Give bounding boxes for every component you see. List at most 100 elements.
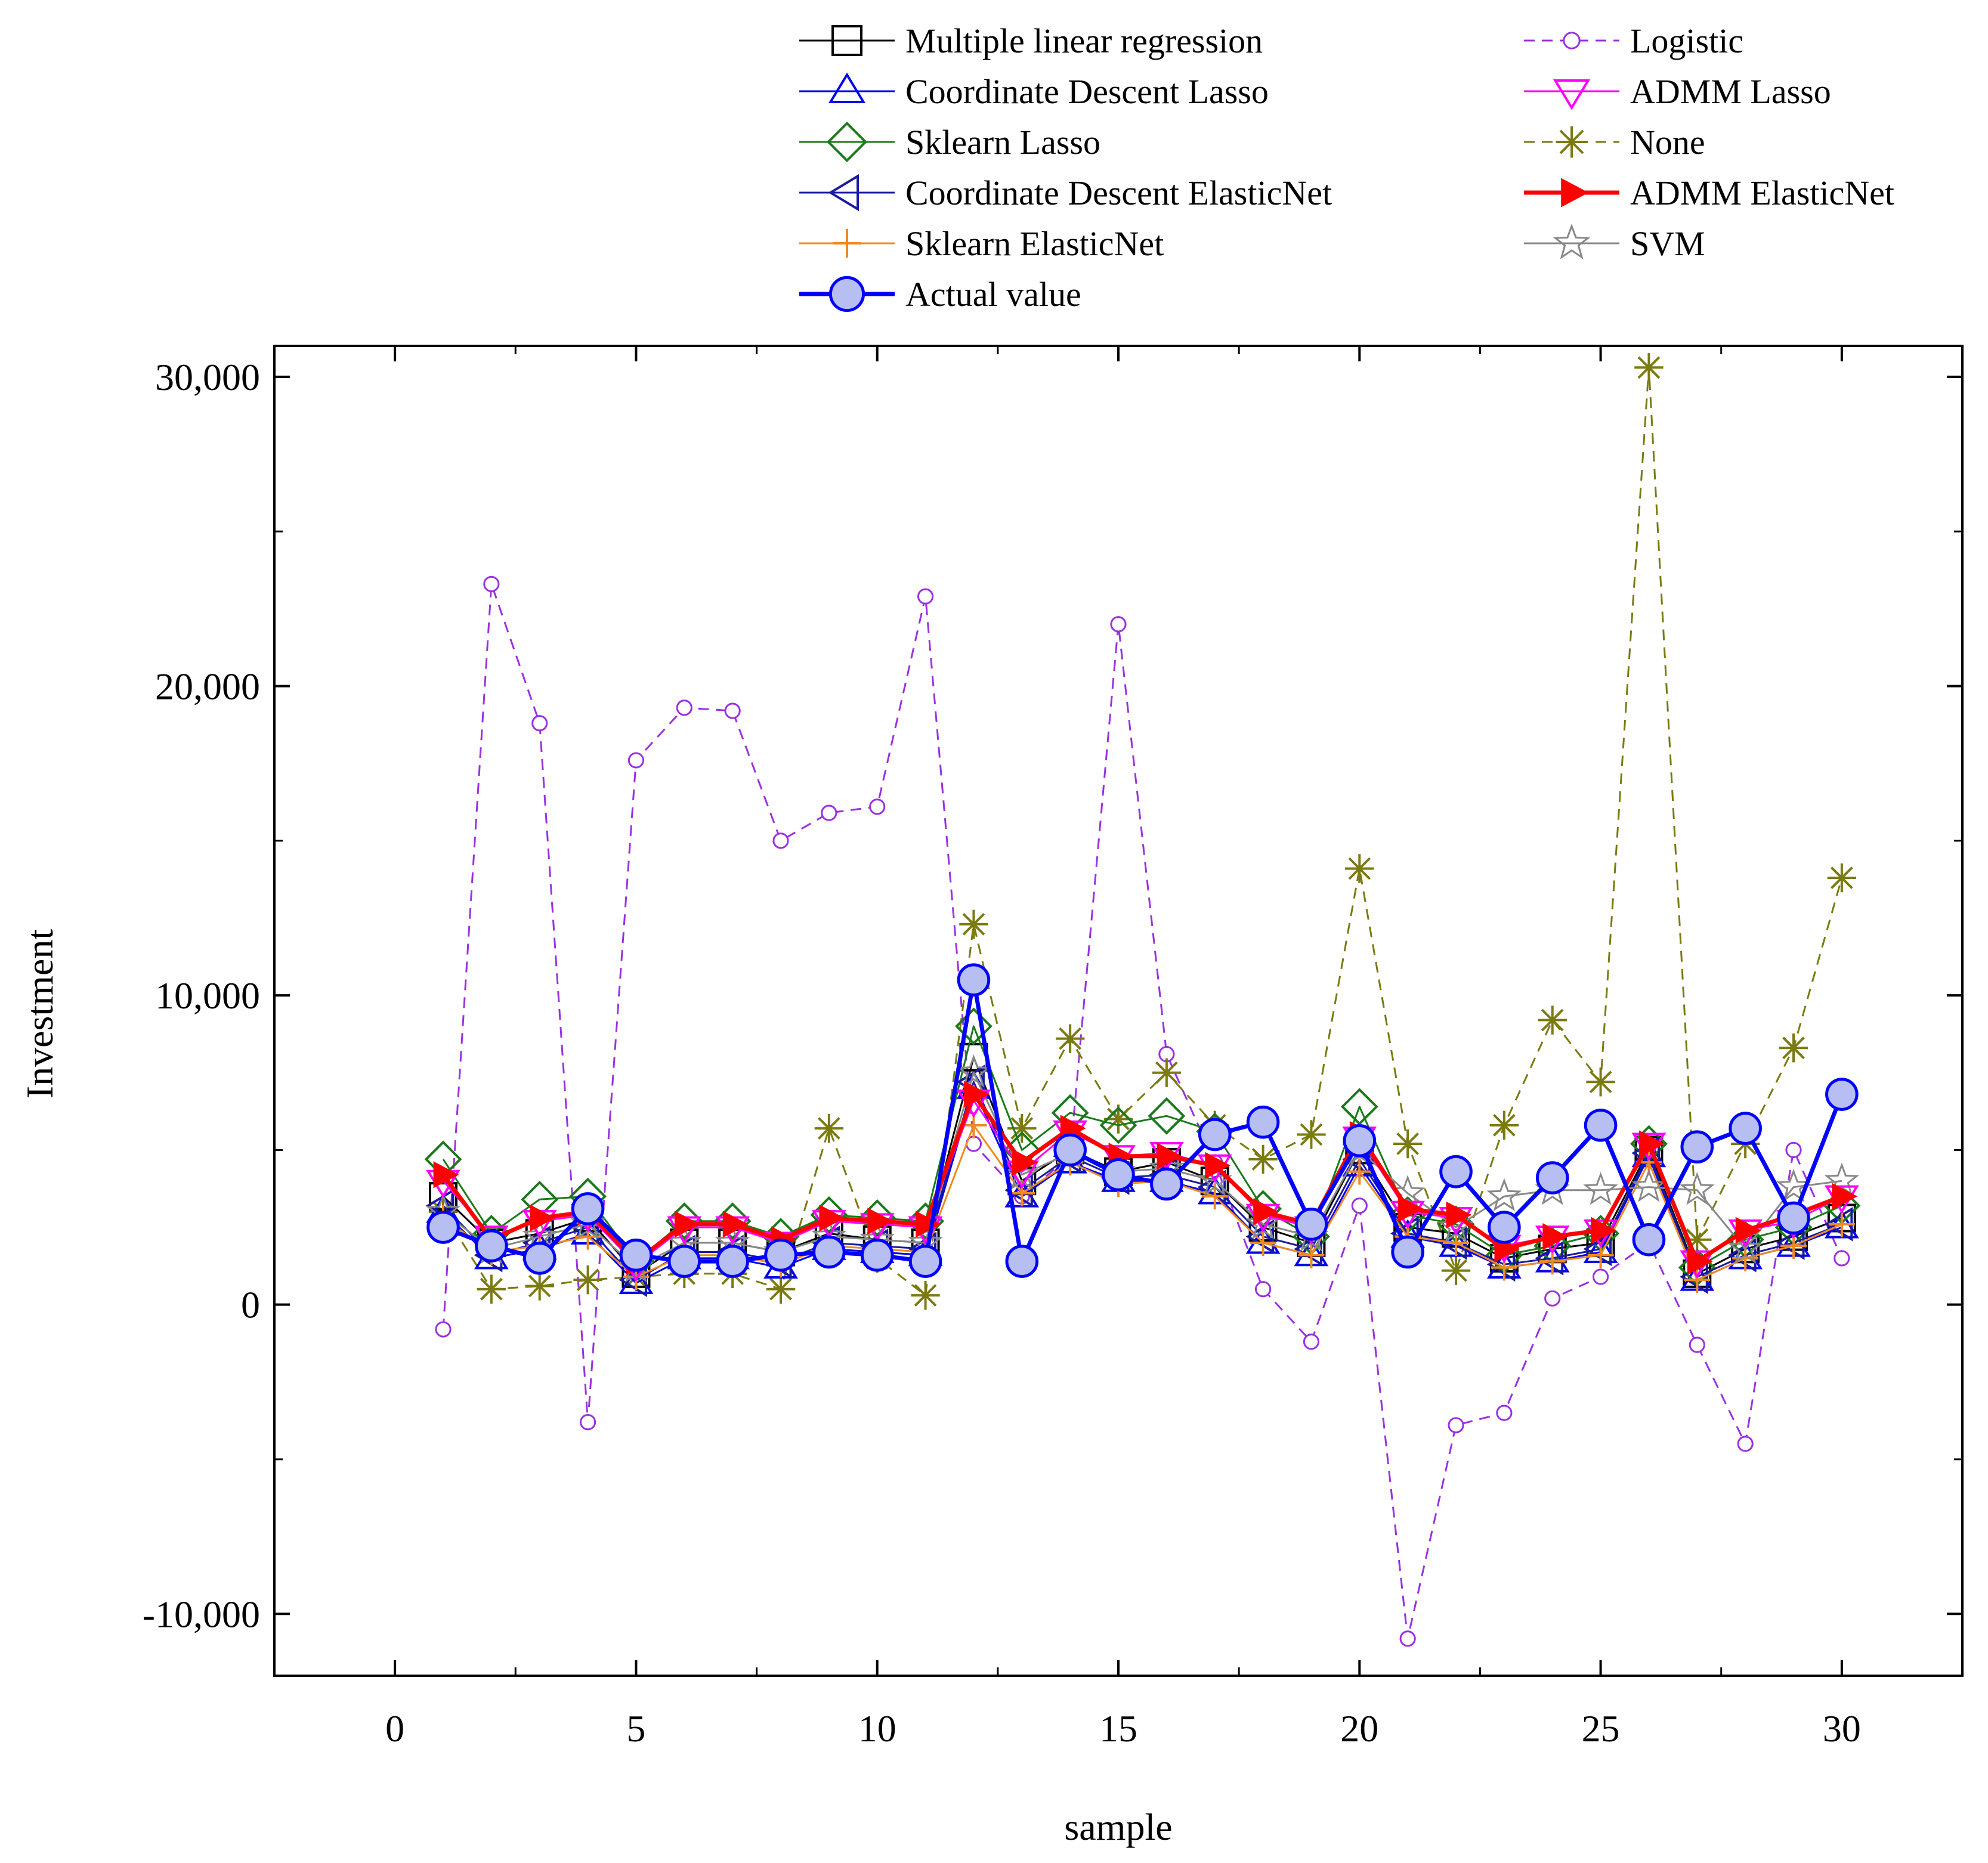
data-point-svm: [1680, 1172, 1715, 1205]
legend-item-actual-value: Actual value: [799, 275, 1081, 314]
data-point-admm-elasticnet: [1832, 1183, 1858, 1210]
data-point-none: [1489, 1110, 1519, 1140]
legend-label-coordinate-descent-lasso: Coordinate Descent Lasso: [905, 72, 1269, 111]
data-point-none: [1152, 1058, 1182, 1087]
data-point-actual-value: [1825, 1078, 1859, 1111]
legend-label-none: None: [1630, 123, 1705, 162]
data-point-none: [1586, 1067, 1615, 1097]
y-tick-label: 0: [241, 1284, 260, 1326]
y-tick-label: -10,000: [143, 1593, 260, 1635]
data-point-none: [1297, 1120, 1326, 1149]
legend-marker-logistic: [1563, 32, 1581, 49]
legend-label-admm-lasso: ADMM Lasso: [1630, 72, 1831, 111]
y-axis-title: Investment: [18, 929, 61, 1099]
data-point-actual-value: [957, 963, 991, 997]
legend-label-sklearn-lasso: Sklearn Lasso: [905, 123, 1100, 162]
data-point-logistic: [1110, 616, 1127, 633]
data-point-admm-elasticnet: [1205, 1152, 1231, 1179]
data-point-logistic: [724, 703, 741, 719]
data-point-admm-elasticnet: [1591, 1217, 1616, 1244]
data-point-admm-elasticnet: [964, 1081, 990, 1108]
data-point-none: [959, 909, 988, 939]
data-point-actual-value: [1632, 1223, 1666, 1257]
series-line-logistic: [442, 583, 1843, 1640]
data-point-actual-value: [1729, 1112, 1762, 1145]
legend-marker-admm-lasso: [1553, 79, 1591, 110]
data-point-actual-value: [1005, 1245, 1039, 1278]
data-point-logistic: [1592, 1268, 1609, 1285]
data-point-logistic: [1689, 1336, 1705, 1353]
data-point-logistic: [1737, 1435, 1754, 1452]
data-point-admm-elasticnet: [819, 1204, 845, 1232]
data-point-admm-elasticnet: [1012, 1149, 1038, 1176]
data-point-none: [1055, 1024, 1085, 1053]
data-point-actual-value: [1680, 1130, 1714, 1163]
data-point-sklearn-lasso: [1099, 1106, 1137, 1144]
y-tick-label: 20,000: [155, 665, 260, 707]
legend-item-logistic: Logistic: [1524, 21, 1743, 60]
data-point-none: [1103, 1104, 1133, 1134]
x-tick-label: 25: [1582, 1707, 1620, 1750]
data-point-admm-elasticnet: [916, 1211, 941, 1238]
data-point-none: [525, 1271, 554, 1301]
legend-marker-sklearn-elasticnet: [833, 229, 861, 258]
x-tick-label: 20: [1340, 1707, 1378, 1750]
data-point-admm-elasticnet: [1735, 1217, 1761, 1244]
data-point-logistic: [772, 833, 789, 849]
data-point-actual-value: [1535, 1161, 1569, 1194]
data-point-admm-elasticnet: [433, 1161, 459, 1189]
data-point-logistic: [435, 1321, 452, 1338]
data-point-logistic: [1544, 1290, 1561, 1307]
data-point-none: [1634, 353, 1664, 382]
data-point-actual-value: [571, 1192, 605, 1226]
data-point-none: [1441, 1256, 1471, 1285]
data-point-none: [1393, 1129, 1423, 1159]
legend-item-sklearn-elasticnet: Sklearn ElasticNet: [799, 224, 1164, 263]
data-point-none: [477, 1274, 506, 1304]
series-actual-value: [426, 963, 1859, 1278]
legend-item-svm: SVM: [1524, 223, 1705, 263]
data-point-none: [1827, 863, 1857, 893]
data-point-actual-value: [1391, 1235, 1424, 1269]
y-tick-label: 10,000: [155, 974, 260, 1017]
data-point-sklearn-lasso: [858, 1199, 896, 1237]
data-point-sklearn-lasso: [810, 1196, 848, 1234]
legend-label-admm-elasticnet: ADMM ElasticNet: [1630, 174, 1894, 212]
x-tick-label: 5: [626, 1707, 645, 1750]
legend-marker-admm-elasticnet: [1561, 178, 1589, 208]
data-point-sklearn-lasso: [1340, 1088, 1378, 1126]
data-point-none: [1007, 1113, 1037, 1143]
data-point-logistic: [627, 752, 645, 769]
data-point-actual-value: [908, 1245, 942, 1278]
data-point-logistic: [869, 799, 886, 815]
data-point-none: [573, 1265, 602, 1295]
legend-label-actual-value: Actual value: [905, 275, 1081, 314]
data-point-admm-elasticnet: [1253, 1198, 1279, 1226]
data-point-admm-elasticnet: [1687, 1248, 1713, 1275]
data-point-svm: [1583, 1172, 1618, 1205]
data-point-none: [1345, 854, 1374, 883]
data-point-actual-value: [1488, 1211, 1521, 1244]
data-point-actual-value: [1343, 1124, 1377, 1158]
axes: 0 5 10 15 20 25 30 -10,000 0 10,000 20,000 30,000: [143, 346, 1962, 1750]
data-point-actual-value: [1584, 1109, 1618, 1142]
data-point-logistic: [483, 575, 500, 592]
data-point-actual-value: [426, 1211, 460, 1244]
data-point-actual-value: [716, 1245, 749, 1278]
legend-marker-multiple-linear-regression: [831, 25, 862, 56]
data-point-coordinate-descent-elasticnet: [1776, 1226, 1805, 1260]
data-point-logistic: [1448, 1417, 1464, 1434]
data-point-svm: [1486, 1178, 1522, 1212]
data-point-coordinate-descent-lasso: [619, 1265, 654, 1294]
data-point-actual-value: [1198, 1118, 1232, 1152]
data-point-admm-elasticnet: [1639, 1130, 1665, 1158]
legend-label-multiple-linear-regression: Multiple linear regression: [905, 21, 1263, 60]
data-point-logistic: [1303, 1333, 1320, 1350]
legend-marker-coordinate-descent-elasticnet: [828, 174, 859, 212]
x-tick-label: 30: [1823, 1707, 1861, 1750]
legend-label-coordinate-descent-elasticnet: Coordinate Descent ElasticNet: [905, 174, 1332, 212]
legend-label-sklearn-elasticnet: Sklearn ElasticNet: [905, 224, 1164, 263]
data-point-logistic: [531, 715, 548, 732]
